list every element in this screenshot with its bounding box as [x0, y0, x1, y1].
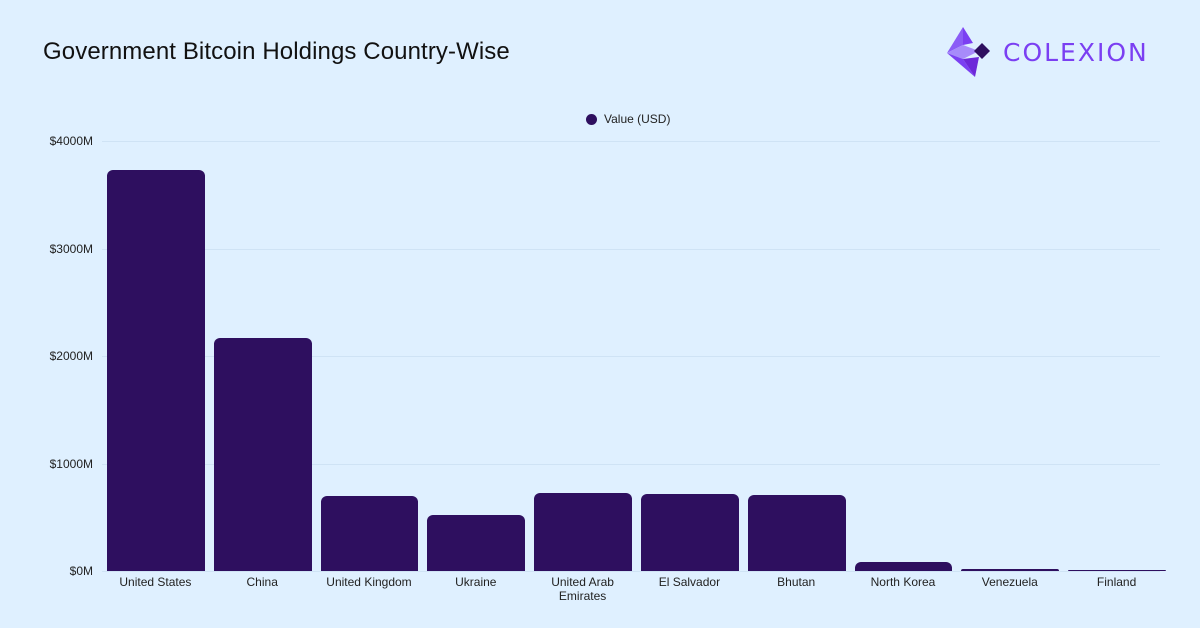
bar[interactable] — [961, 568, 1060, 571]
x-tick-label: Ukraine — [455, 575, 497, 589]
y-tick-label: $3000M — [49, 241, 93, 256]
y-tick-label: $4000M — [49, 134, 93, 148]
x-tick-label: United Arab Emirates — [551, 575, 614, 603]
x-tick-label: United Kingdom — [326, 575, 412, 589]
x-tick-label: Bhutan — [777, 575, 816, 589]
x-tick-label: United States — [119, 575, 192, 589]
bar[interactable] — [854, 561, 953, 571]
gridline — [102, 571, 1160, 572]
bar[interactable] — [1068, 570, 1166, 571]
x-tick-label: China — [246, 575, 278, 589]
x-tick-label: El Salvador — [658, 575, 721, 589]
bar[interactable] — [427, 514, 526, 571]
colexion-logo-icon — [947, 27, 990, 77]
chart-legend: Value (USD) — [586, 112, 670, 126]
brand-logo: COLEXION — [945, 27, 1149, 77]
gridline — [102, 248, 1160, 250]
bar[interactable] — [107, 170, 205, 571]
bar[interactable] — [534, 492, 632, 571]
y-tick-label: $1000M — [49, 456, 93, 471]
bar[interactable] — [641, 493, 739, 571]
y-tick-label: $0M — [69, 564, 93, 578]
legend-label: Value (USD) — [604, 112, 671, 126]
legend-marker-icon — [586, 113, 597, 125]
x-tick-label: North Korea — [870, 575, 936, 589]
gridline — [102, 463, 1160, 465]
bar[interactable] — [747, 494, 846, 571]
gridline — [102, 356, 1160, 357]
gridline — [102, 141, 1160, 142]
x-tick-label: Venezuela — [981, 575, 1038, 589]
chart-title: Government Bitcoin Holdings Country-Wise — [43, 38, 510, 65]
bar[interactable] — [213, 338, 312, 571]
x-tick-label: Finland — [1096, 575, 1137, 589]
brand-name: COLEXION — [1003, 37, 1149, 67]
bar[interactable] — [320, 495, 419, 571]
y-tick-label: $2000M — [49, 349, 93, 363]
